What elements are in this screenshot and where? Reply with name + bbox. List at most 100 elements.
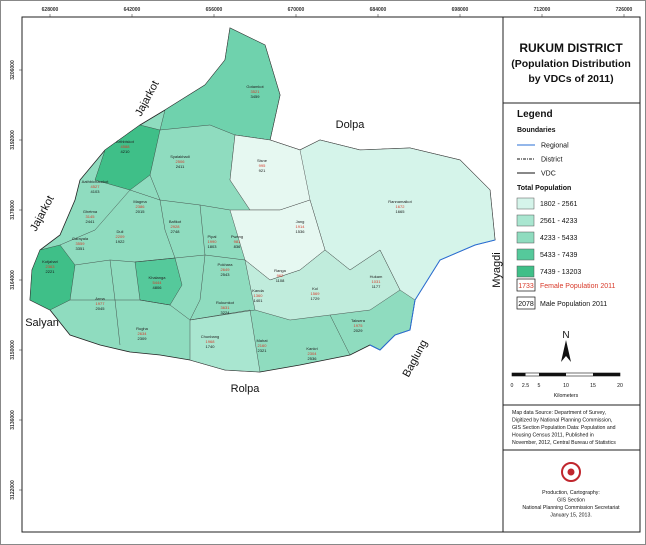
- vdc-male-population: 2015: [136, 209, 146, 214]
- map-title: (Population Distribution: [511, 58, 631, 70]
- scale-label: 5: [538, 383, 541, 389]
- vdc-female-population: 3145: [86, 214, 96, 219]
- legend-label: 5433 - 7439: [540, 252, 577, 259]
- y-coordinate-label: 3206000: [10, 60, 16, 80]
- vdc-male-population: 2309: [138, 336, 148, 341]
- y-coordinate-label: 3136000: [10, 410, 16, 430]
- vdc-female-population: 1990: [208, 239, 218, 244]
- vdc-female-population: 2160: [258, 343, 268, 348]
- map-title: by VDCs of 2011): [528, 73, 613, 85]
- source-note: Housing Census 2011, Published in: [512, 433, 594, 439]
- legend-label: Female Population 2011: [540, 283, 615, 290]
- y-coordinate-label: 3122000: [10, 480, 16, 500]
- vdc-name: Syalakhadi: [170, 154, 190, 159]
- vdc-boundary: [74, 254, 246, 266]
- vdc-boundary: [70, 299, 256, 321]
- vdc-name: Gotamkot: [246, 84, 264, 89]
- vdc-female-population: 5444: [153, 280, 163, 285]
- legend-sample: 2078: [518, 301, 534, 308]
- legend-swatch: [516, 231, 535, 244]
- vdc-male-population: 2411: [176, 164, 185, 169]
- legend-heading: Total Population: [517, 185, 571, 192]
- vdc-name: Magma: [133, 199, 147, 204]
- y-coordinate-label: 3164000: [10, 270, 16, 290]
- vdc-name: Chunbang: [201, 334, 219, 339]
- scale-label: 15: [590, 383, 596, 389]
- vdc-male-population: 1803: [208, 244, 218, 249]
- legend-label: Male Population 2011: [540, 301, 607, 308]
- north-label: N: [562, 330, 569, 341]
- vdc-name: Khalanga: [149, 275, 167, 280]
- credit-line: National Planning Commission Secretariat: [522, 505, 620, 511]
- x-coordinate-label: 684000: [370, 7, 387, 13]
- logo: [567, 468, 575, 476]
- vdc-female-population: 1569: [311, 291, 321, 296]
- vdc-male-population: 1108: [276, 278, 285, 283]
- legend-label: 4233 - 5433: [540, 235, 577, 242]
- vdc-area: [29, 244, 76, 311]
- vdc-female-population: 2928: [171, 224, 181, 229]
- vdc-male-population: 2441: [86, 219, 96, 224]
- scale-label: 0: [511, 383, 514, 389]
- vdc-name: Arma: [95, 296, 105, 301]
- vdc-male-population: 836: [234, 244, 241, 249]
- vdc-female-population: 4527: [91, 184, 101, 189]
- vdc-name: Kankri: [306, 346, 317, 351]
- x-coordinate-label: 628000: [42, 7, 59, 13]
- vdc-male-population: 2321: [258, 348, 268, 353]
- x-coordinate-label: 698000: [452, 7, 469, 13]
- source-note: Digitized by National Planning Commissio…: [512, 418, 612, 424]
- vdc-male-population: 2536: [308, 356, 318, 361]
- legend-sample-box: [516, 278, 536, 292]
- vdc-female-population: 2209: [116, 234, 126, 239]
- scale-segment: [512, 373, 526, 376]
- vdc-name: Pwang: [231, 234, 243, 239]
- regional-boundary: [369, 239, 496, 351]
- source-note: Map data Source: Department of Survey,: [512, 410, 606, 416]
- vdc-male-population: 1729: [311, 296, 321, 301]
- vdc-male-population: 1177: [372, 284, 381, 289]
- vdc-name: Arthbiskot: [116, 139, 135, 144]
- legend-swatch: [516, 265, 535, 278]
- vdc-name: Ranga: [274, 268, 287, 273]
- vdc-name: Mahat: [256, 338, 268, 343]
- vdc-name: Jang: [296, 219, 305, 224]
- vdc-male-population: 921: [259, 168, 266, 173]
- vdc-female-population: 1975: [354, 323, 364, 328]
- vdc-female-population: 4588: [121, 144, 131, 149]
- credit-line: GIS Section: [557, 498, 585, 504]
- legend-swatch: [516, 248, 535, 261]
- source-note: GIS Section Population Data: Population …: [512, 425, 616, 431]
- y-coordinate-label: 3192000: [10, 130, 16, 150]
- vdc-female-population: 2649: [221, 267, 231, 272]
- vdc-male-population: 1922: [116, 239, 126, 244]
- legend-title: Legend: [517, 109, 553, 120]
- vdc-name: Taksera: [351, 318, 366, 323]
- legend-sample: 1733: [518, 283, 534, 290]
- scale-label: 20: [617, 383, 623, 389]
- vdc-name: Ghetma: [83, 209, 98, 214]
- vdc-name: Garayala: [72, 236, 89, 241]
- vdc-name: Duli: [117, 229, 124, 234]
- x-coordinate-label: 670000: [288, 7, 305, 13]
- vdc-boundary: [329, 314, 351, 356]
- vdc-name: Aathbichaurkot: [82, 179, 110, 184]
- vdc-female-population: 2363: [46, 264, 56, 269]
- credit-line: Production, Cartography:: [542, 490, 600, 496]
- neatline: [21, 16, 641, 533]
- vdc-male-population: 2543: [221, 272, 231, 277]
- vdc-female-population: 962: [277, 273, 284, 278]
- legend-label: District: [541, 157, 562, 164]
- x-coordinate-label: 656000: [206, 7, 223, 13]
- region-label: Rolpa: [231, 383, 261, 395]
- vdc-boundary: [149, 174, 176, 259]
- vdc-male-population: 1740: [206, 344, 216, 349]
- vdc-female-population: 1031: [372, 279, 382, 284]
- north-arrow: [561, 340, 571, 362]
- scale-unit: Kilometers: [554, 393, 579, 399]
- vdc-female-population: 1977: [96, 301, 106, 306]
- y-coordinate-label: 3178000: [10, 200, 16, 220]
- vdc-name: Rannamaikot: [388, 199, 412, 204]
